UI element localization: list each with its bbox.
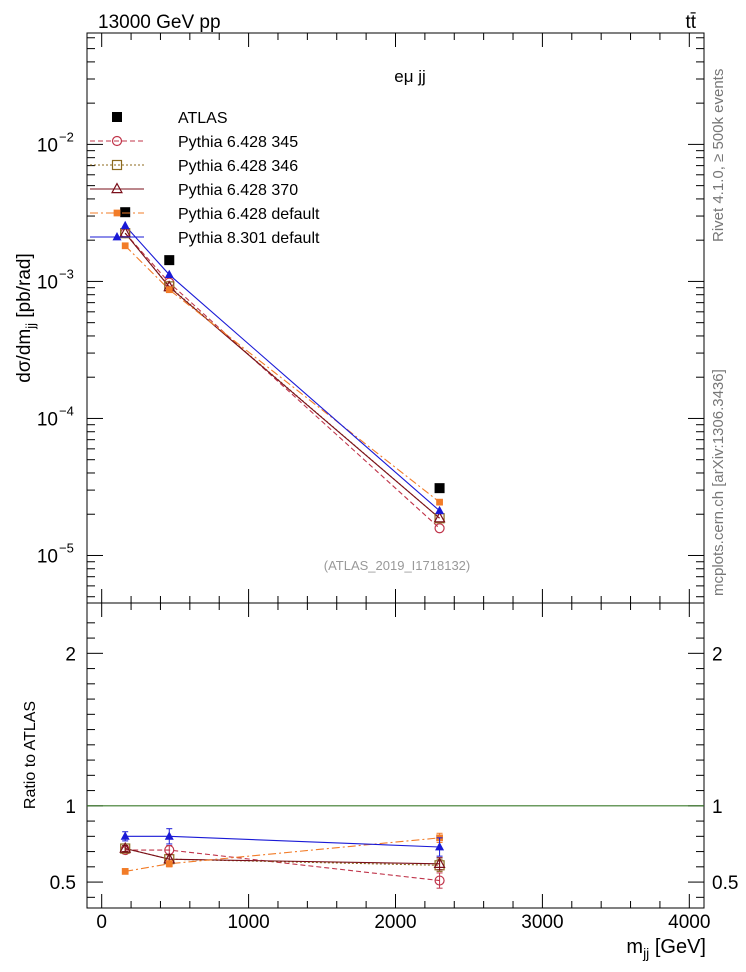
ratio-point-p370 [119,841,132,853]
legend-marker-atlas [112,112,122,122]
ratio-y-tick-label: 2 [65,644,76,665]
main-point-p345 [434,523,445,534]
header-energy-label: 13000 GeV pp [98,12,221,33]
main-point-pdef [121,242,129,250]
x-tick-label: 3000 [521,912,563,933]
legend-label-atlas: ATLAS [178,110,228,127]
ratio-y-tick-label-right: 1 [712,797,723,818]
main-point-atlas [164,255,175,266]
ratio-point-p8 [120,831,130,840]
main-y-tick-exponent: −5 [59,540,74,555]
main-y-tick-exponent: −3 [59,266,74,281]
rivet-version-label: Rivet 4.1.0, ≥ 500k events [710,69,727,242]
main-point-atlas [434,483,445,494]
legend-label-p346: Pythia 6.428 346 [178,158,298,175]
ratio-series-group [87,805,704,889]
legend-label-p8: Pythia 8.301 default [178,230,320,247]
legend-marker-p370 [111,182,123,194]
legend-marker-p346 [111,159,123,171]
main-y-tick-label: 10 [37,546,58,567]
main-point-p8 [120,220,130,230]
x-tick-label: 2000 [374,912,416,933]
ratio-panel: 0.5 0.5 1 1 2 2 0 1000 2000 3000 4000 Ratio to AT… [22,602,739,961]
main-y-tick-label: 10 [37,135,58,156]
analysis-label: (ATLAS_2019_I1718132) [324,558,470,573]
main-y-tick-label: 10 [37,409,58,430]
x-tick-label: 0 [96,912,107,933]
ratio-point-p8 [164,831,174,840]
x-tick-labels: 0 1000 2000 3000 4000 [96,912,710,933]
main-y-tick-exponent: −2 [59,129,74,144]
main-y-axis-label: dσ/dmjj [pb/rad] [14,253,38,382]
x-tick-label: 1000 [227,912,269,933]
ratio-y-tick-label-right: 0.5 [712,873,738,894]
main-point-pdef [165,286,173,294]
main-series-line-p8 [124,225,440,512]
ratio-y-tick-label: 1 [65,797,76,818]
main-title: eμ jj [394,67,426,86]
ratio-y-tick-labels: 0.5 0.5 1 1 2 2 [50,644,739,894]
ratio-y-tick-label: 0.5 [50,873,76,894]
main-panel: 10−510−410−310−2 eμ jj (ATLAS_2019_I1718… [14,32,705,604]
main-y-tick-labels: 10−510−410−310−2 [37,129,74,567]
ratio-y-axis-label: Ratio to ATLAS [22,701,39,809]
legend: ATLAS Pythia 6.428 345 Pythia 6.428 346 Pyt… [90,110,320,247]
legend-label-p370: Pythia 6.428 370 [178,182,298,199]
main-ticks [87,33,704,603]
legend-label-p345: Pythia 6.428 345 [178,134,298,151]
main-point-atlas [120,207,131,218]
main-point-p8 [164,269,174,279]
ratio-y-tick-label-right: 2 [712,644,723,665]
main-point-p8 [435,505,445,515]
ratio-point-p345 [434,875,445,886]
x-tick-label: 4000 [668,912,710,933]
legend-marker-p8 [112,232,122,241]
mcplots-label: mcplots.cern.ch [arXiv:1306.3436] [710,369,727,596]
header-process-label: tt̄ [685,12,696,33]
ratio-point-pdef [121,868,129,875]
main-point-p370 [433,511,446,523]
ratio-point-p8 [435,842,445,851]
main-series-group [119,207,446,534]
ratio-ticks [87,603,704,908]
main-y-tick-label: 10 [37,272,58,293]
x-axis-label: mjj [GeV] [626,936,706,961]
legend-marker-p345 [111,135,123,147]
ratio-point-pdef [165,860,173,868]
ratio-point-p370 [433,857,446,868]
legend-label-pdef: Pythia 6.428 default [178,206,320,223]
main-y-tick-exponent: −4 [59,403,74,418]
main-point-pdef [436,498,443,506]
legend-marker-pdef [113,209,121,217]
